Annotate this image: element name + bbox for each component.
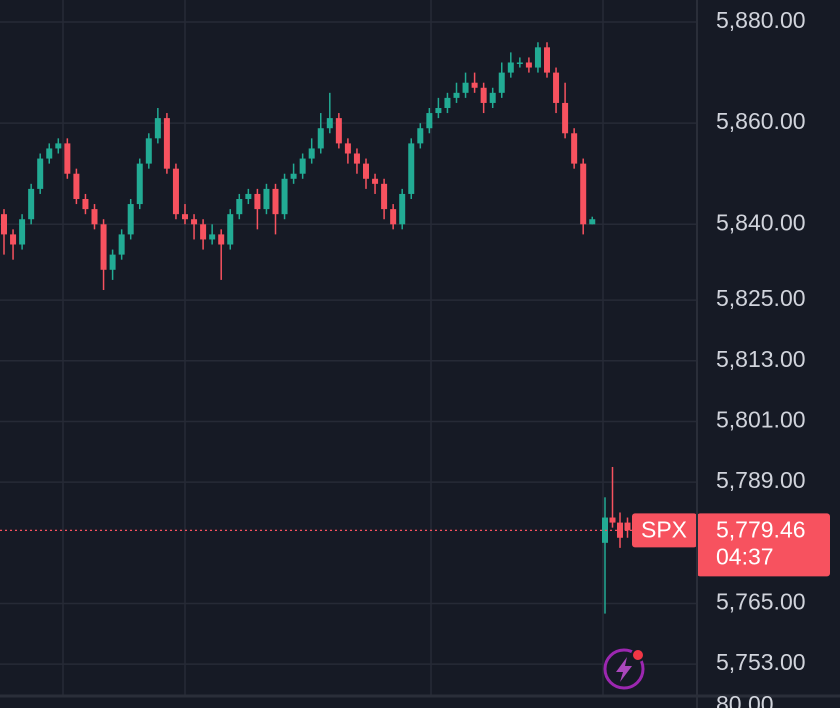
candle-body <box>299 158 306 174</box>
candle-body <box>209 234 216 240</box>
symbol-label: SPX <box>641 516 687 542</box>
candle-body <box>109 254 116 270</box>
candle-body <box>46 148 53 159</box>
lower-pane-label: 80.00 <box>716 691 774 708</box>
icon-dot <box>631 648 645 662</box>
candle-body <box>435 107 442 114</box>
symbol-tag <box>632 513 697 548</box>
candle-body <box>444 97 451 108</box>
candle-body <box>534 47 541 68</box>
candle-body <box>245 193 252 200</box>
candle-body <box>453 92 460 98</box>
candle-body <box>172 168 179 215</box>
y-tick-label: 5,860.00 <box>716 108 806 134</box>
candle-body <box>10 234 17 245</box>
candle-body <box>498 72 505 93</box>
candle-body <box>272 188 279 215</box>
candle-body <box>91 209 98 225</box>
candle-body <box>335 118 342 144</box>
candle-body <box>127 204 134 235</box>
candle-body <box>145 138 152 164</box>
candle-body <box>489 92 496 103</box>
candle-body <box>82 199 89 210</box>
price-label: 5,779.46 <box>716 516 806 542</box>
candle-body <box>471 82 478 88</box>
alert-icon[interactable] <box>603 648 645 690</box>
candle-body <box>580 163 587 225</box>
candle-body <box>417 128 424 144</box>
candle-body <box>624 522 631 531</box>
candle-body <box>200 224 207 240</box>
candle-body <box>73 173 80 200</box>
price-tag <box>697 513 830 577</box>
candle-body <box>516 62 523 64</box>
candle-body <box>317 128 324 149</box>
candle-body <box>227 214 234 245</box>
candle-body <box>381 183 388 210</box>
candle-body <box>154 118 161 139</box>
candle-body <box>28 188 35 220</box>
icon-bolt <box>616 657 632 682</box>
candle-body <box>191 219 198 225</box>
candle-body <box>281 178 288 215</box>
candle-body <box>308 148 315 159</box>
y-tick-label: 5,801.00 <box>716 407 806 433</box>
y-tick-label: 5,789.00 <box>716 467 806 493</box>
y-tick-label: 5,753.00 <box>716 649 806 675</box>
candle-body <box>118 234 125 255</box>
candle-body <box>344 143 351 154</box>
candle-body <box>37 158 44 189</box>
y-tick-label: 5,825.00 <box>716 285 806 311</box>
candle-body <box>462 82 469 93</box>
candle-body <box>426 113 433 129</box>
candle-body <box>480 87 487 103</box>
countdown-label: 04:37 <box>716 543 774 569</box>
candle-body <box>1 214 7 235</box>
candle-body <box>589 219 596 225</box>
y-tick-label: 5,840.00 <box>716 209 806 235</box>
candle-body <box>408 143 415 194</box>
candle-body <box>55 143 62 149</box>
candle-body <box>562 102 569 134</box>
candle-body <box>182 214 188 220</box>
candle-body <box>19 219 26 245</box>
candle-body <box>390 209 397 225</box>
y-tick-label: 5,813.00 <box>716 346 806 372</box>
candle-body <box>363 163 369 179</box>
candle-body <box>353 153 360 164</box>
candle-body <box>372 178 379 184</box>
candle-body <box>290 173 297 179</box>
candle-body <box>544 47 550 73</box>
candle-body <box>100 224 107 270</box>
candle-body <box>399 193 406 225</box>
candle-body <box>609 517 616 523</box>
candle-body <box>553 72 560 103</box>
y-tick-label: 5,765.00 <box>716 589 806 615</box>
candle-body <box>136 163 143 205</box>
candle-body <box>64 143 71 174</box>
candle-body <box>254 193 261 210</box>
candle-body <box>218 234 225 245</box>
candle-body <box>163 118 170 169</box>
candle-body <box>326 118 333 129</box>
candle-body <box>571 133 578 164</box>
candle-body <box>525 62 532 68</box>
candle-body <box>263 188 270 210</box>
candle-body <box>236 199 243 215</box>
candle-body <box>507 62 514 73</box>
y-tick-label: 5,880.00 <box>716 7 806 33</box>
